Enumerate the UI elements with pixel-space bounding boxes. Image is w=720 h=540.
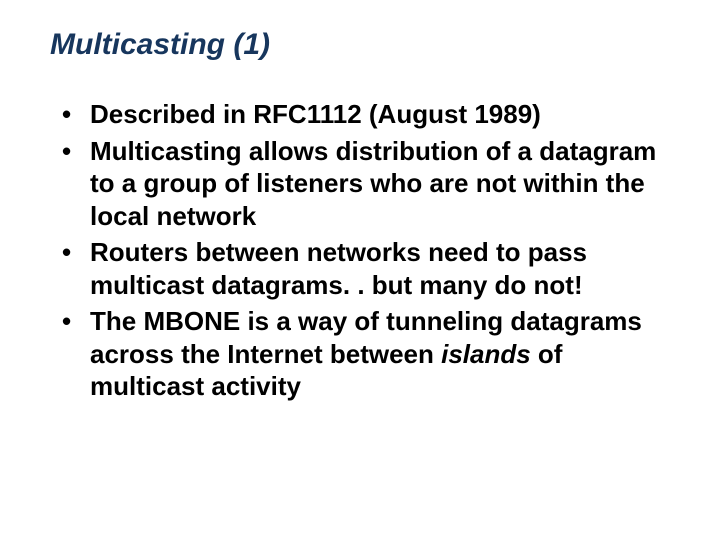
bullet-text-italic: islands <box>441 339 531 369</box>
list-item: Routers between networks need to pass mu… <box>62 236 670 301</box>
list-item: Multicasting allows distribution of a da… <box>62 135 670 233</box>
list-item: Described in RFC1112 (August 1989) <box>62 98 670 131</box>
slide: Multicasting (1) Described in RFC1112 (A… <box>0 0 720 540</box>
bullet-text: Multicasting allows distribution of a da… <box>90 136 656 231</box>
list-item: The MBONE is a way of tunneling datagram… <box>62 305 670 403</box>
slide-title: Multicasting (1) <box>50 28 670 62</box>
bullet-text: Described in RFC1112 (August 1989) <box>90 99 541 129</box>
bullet-list: Described in RFC1112 (August 1989) Multi… <box>50 98 670 403</box>
bullet-text: Routers between networks need to pass mu… <box>90 237 587 300</box>
